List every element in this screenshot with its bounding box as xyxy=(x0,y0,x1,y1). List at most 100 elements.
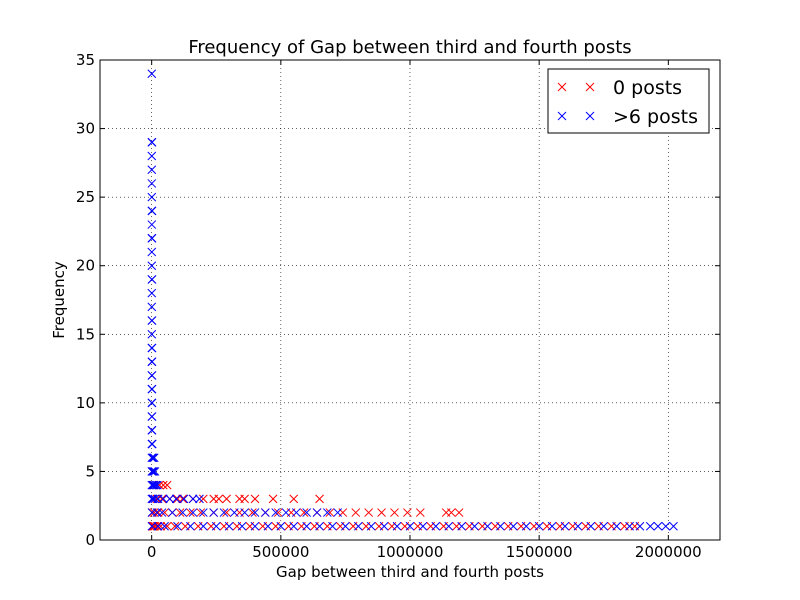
data-point xyxy=(149,508,159,517)
marker-stroke xyxy=(179,494,189,504)
marker-stroke xyxy=(625,521,634,531)
data-point xyxy=(178,508,188,517)
data-point xyxy=(599,521,609,531)
data-point xyxy=(149,453,159,463)
marker-stroke xyxy=(175,508,185,517)
marker-stroke xyxy=(178,508,188,517)
data-point xyxy=(147,288,157,298)
marker-stroke xyxy=(157,508,167,517)
marker-stroke xyxy=(229,508,239,517)
data-point xyxy=(147,137,157,147)
data-point xyxy=(586,521,596,531)
data-point xyxy=(431,521,441,531)
marker-stroke xyxy=(147,220,157,229)
marker-stroke xyxy=(153,521,163,531)
data-point xyxy=(147,192,157,202)
data-point xyxy=(147,329,157,339)
marker-stroke xyxy=(302,508,312,517)
data-point xyxy=(209,508,219,517)
marker-stroke xyxy=(315,521,324,531)
marker-stroke xyxy=(276,521,286,531)
data-point xyxy=(390,508,399,517)
x-tick-label: 1500000 xyxy=(506,543,573,561)
marker-stroke xyxy=(147,371,157,380)
marker-stroke xyxy=(599,521,609,531)
marker-stroke xyxy=(147,343,157,353)
legend-items: 0 posts >6 posts xyxy=(557,77,698,128)
marker-stroke xyxy=(147,137,157,147)
data-point xyxy=(152,480,162,490)
marker-stroke xyxy=(147,494,157,504)
data-point xyxy=(196,508,206,517)
data-point xyxy=(333,508,343,517)
y-tick-label: 5 xyxy=(85,462,95,480)
marker-stroke xyxy=(366,521,376,531)
marker-stroke xyxy=(263,521,273,531)
data-point xyxy=(167,508,177,517)
marker-stroke xyxy=(148,480,158,490)
data-point xyxy=(214,494,224,504)
data-point xyxy=(147,384,157,394)
marker-stroke xyxy=(150,467,160,476)
data-point xyxy=(157,508,167,517)
data-point xyxy=(179,494,189,504)
marker-stroke xyxy=(299,508,309,517)
marker-stroke xyxy=(377,508,386,517)
data-point xyxy=(150,467,160,476)
data-point xyxy=(415,508,425,517)
data-point xyxy=(165,494,175,504)
marker-stroke xyxy=(415,508,425,517)
marker-stroke xyxy=(152,480,162,490)
data-point xyxy=(237,521,247,531)
data-point xyxy=(289,521,299,531)
marker-stroke xyxy=(534,521,544,531)
marker-stroke xyxy=(178,494,188,504)
marker-stroke xyxy=(353,521,363,531)
marker-stroke xyxy=(325,508,335,517)
data-point xyxy=(302,521,312,531)
marker-stroke xyxy=(312,508,322,517)
data-point xyxy=(147,206,157,216)
data-point xyxy=(157,494,167,504)
y-tick-label: 10 xyxy=(76,394,95,412)
marker-stroke xyxy=(147,179,157,188)
data-point xyxy=(171,494,181,504)
marker-stroke xyxy=(149,453,159,463)
marker-stroke xyxy=(149,467,159,476)
marker-stroke xyxy=(585,111,595,121)
marker-stroke xyxy=(645,521,655,531)
marker-stroke xyxy=(147,329,157,339)
marker-stroke xyxy=(148,467,158,476)
marker-stroke xyxy=(573,521,583,531)
marker-stroke xyxy=(322,508,332,517)
marker-stroke xyxy=(392,521,402,531)
marker-stroke xyxy=(196,508,206,517)
data-point xyxy=(151,480,161,490)
data-point xyxy=(147,371,157,380)
marker-stroke xyxy=(635,521,645,531)
data-point xyxy=(653,521,663,531)
marker-stroke xyxy=(198,521,208,531)
marker-stroke xyxy=(328,521,337,531)
data-point xyxy=(160,508,169,517)
legend: 0 posts >6 posts xyxy=(547,68,710,134)
marker-stroke xyxy=(333,508,343,517)
marker-stroke xyxy=(153,508,163,517)
y-tick-label: 15 xyxy=(76,325,95,343)
data-point xyxy=(250,521,260,531)
data-point xyxy=(147,467,157,476)
marker-stroke xyxy=(508,521,518,531)
data-point xyxy=(178,494,188,504)
data-point xyxy=(405,521,415,531)
data-point xyxy=(186,521,195,531)
data-point xyxy=(158,494,168,504)
marker-stroke xyxy=(302,521,312,531)
marker-stroke xyxy=(160,508,169,517)
data-point xyxy=(271,508,281,517)
marker-stroke xyxy=(250,508,260,517)
data-point xyxy=(635,521,645,531)
marker-stroke xyxy=(260,508,270,517)
data-point xyxy=(302,508,312,517)
marker-stroke xyxy=(586,521,596,531)
